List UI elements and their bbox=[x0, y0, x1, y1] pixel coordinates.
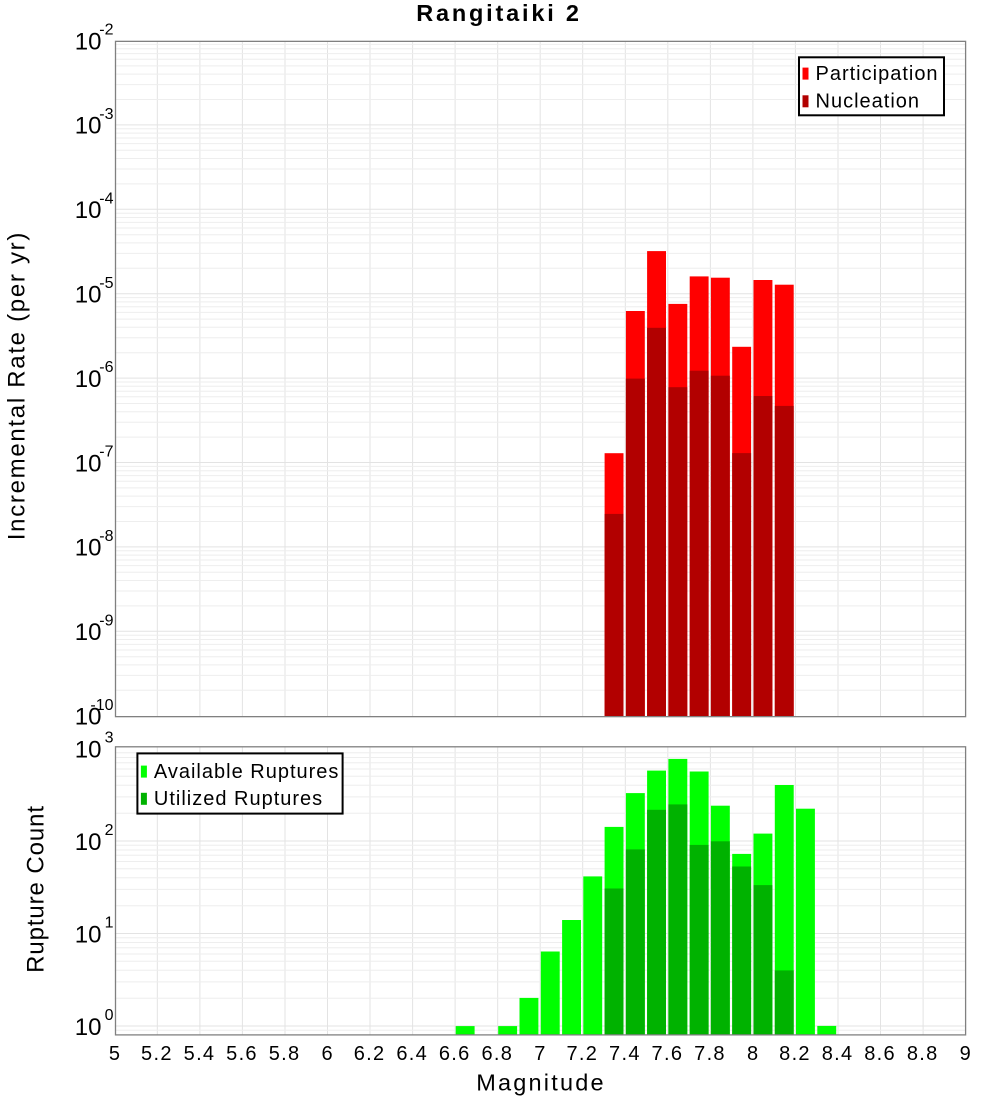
svg-text:6.2: 6.2 bbox=[354, 1043, 386, 1065]
svg-text:8.6: 8.6 bbox=[864, 1043, 896, 1065]
svg-text:8.8: 8.8 bbox=[907, 1043, 939, 1065]
svg-text:5: 5 bbox=[109, 1043, 120, 1065]
svg-text:7.2: 7.2 bbox=[566, 1043, 598, 1065]
svg-text:6: 6 bbox=[322, 1043, 333, 1065]
svg-text:-3: -3 bbox=[99, 106, 113, 123]
svg-text:9: 9 bbox=[960, 1043, 971, 1065]
svg-text:6.6: 6.6 bbox=[439, 1043, 471, 1065]
svg-text:-10: -10 bbox=[90, 697, 113, 714]
svg-text:8.4: 8.4 bbox=[822, 1043, 854, 1065]
svg-text:-2: -2 bbox=[99, 22, 113, 39]
svg-text:10: 10 bbox=[75, 450, 102, 477]
svg-text:Nucleation: Nucleation bbox=[816, 91, 921, 113]
svg-text:Available Ruptures: Available Ruptures bbox=[154, 761, 340, 783]
svg-text:10: 10 bbox=[75, 736, 102, 763]
svg-text:10: 10 bbox=[75, 704, 102, 731]
svg-text:10: 10 bbox=[75, 197, 102, 224]
svg-text:10: 10 bbox=[75, 535, 102, 562]
svg-text:Magnitude: Magnitude bbox=[476, 1070, 606, 1096]
svg-text:10: 10 bbox=[75, 113, 102, 140]
svg-text:3: 3 bbox=[105, 730, 114, 747]
svg-text:Participation: Participation bbox=[816, 63, 939, 85]
svg-text:-9: -9 bbox=[99, 612, 113, 629]
svg-text:7.8: 7.8 bbox=[694, 1043, 726, 1065]
svg-text:8.2: 8.2 bbox=[779, 1043, 811, 1065]
svg-text:0: 0 bbox=[105, 1007, 114, 1024]
svg-text:10: 10 bbox=[75, 829, 102, 856]
svg-text:10: 10 bbox=[75, 282, 102, 309]
svg-text:8: 8 bbox=[747, 1043, 758, 1065]
svg-text:5.2: 5.2 bbox=[141, 1043, 173, 1065]
svg-text:6.4: 6.4 bbox=[396, 1043, 428, 1065]
svg-text:10: 10 bbox=[75, 619, 102, 646]
svg-text:10: 10 bbox=[75, 1014, 102, 1041]
svg-text:2: 2 bbox=[105, 822, 114, 839]
svg-text:-7: -7 bbox=[99, 444, 113, 461]
svg-text:7.4: 7.4 bbox=[609, 1043, 641, 1065]
svg-text:5.6: 5.6 bbox=[226, 1043, 258, 1065]
svg-text:5.4: 5.4 bbox=[184, 1043, 216, 1065]
svg-text:-4: -4 bbox=[99, 190, 113, 207]
svg-text:Rupture Count: Rupture Count bbox=[22, 805, 49, 973]
svg-text:10: 10 bbox=[75, 366, 102, 393]
svg-text:10: 10 bbox=[75, 921, 102, 948]
svg-text:6.8: 6.8 bbox=[481, 1043, 513, 1065]
svg-text:1: 1 bbox=[105, 915, 114, 932]
svg-text:7: 7 bbox=[534, 1043, 545, 1065]
svg-text:7.6: 7.6 bbox=[652, 1043, 684, 1065]
svg-text:Utilized Ruptures: Utilized Ruptures bbox=[154, 788, 323, 810]
svg-text:Rangitaiki 2: Rangitaiki 2 bbox=[416, 0, 582, 26]
svg-text:-5: -5 bbox=[99, 275, 113, 292]
svg-text:Incremental Rate (per yr): Incremental Rate (per yr) bbox=[3, 231, 30, 540]
svg-text:10: 10 bbox=[75, 28, 102, 55]
svg-text:5.8: 5.8 bbox=[269, 1043, 301, 1065]
svg-text:-6: -6 bbox=[99, 359, 113, 376]
svg-text:-8: -8 bbox=[99, 528, 113, 545]
